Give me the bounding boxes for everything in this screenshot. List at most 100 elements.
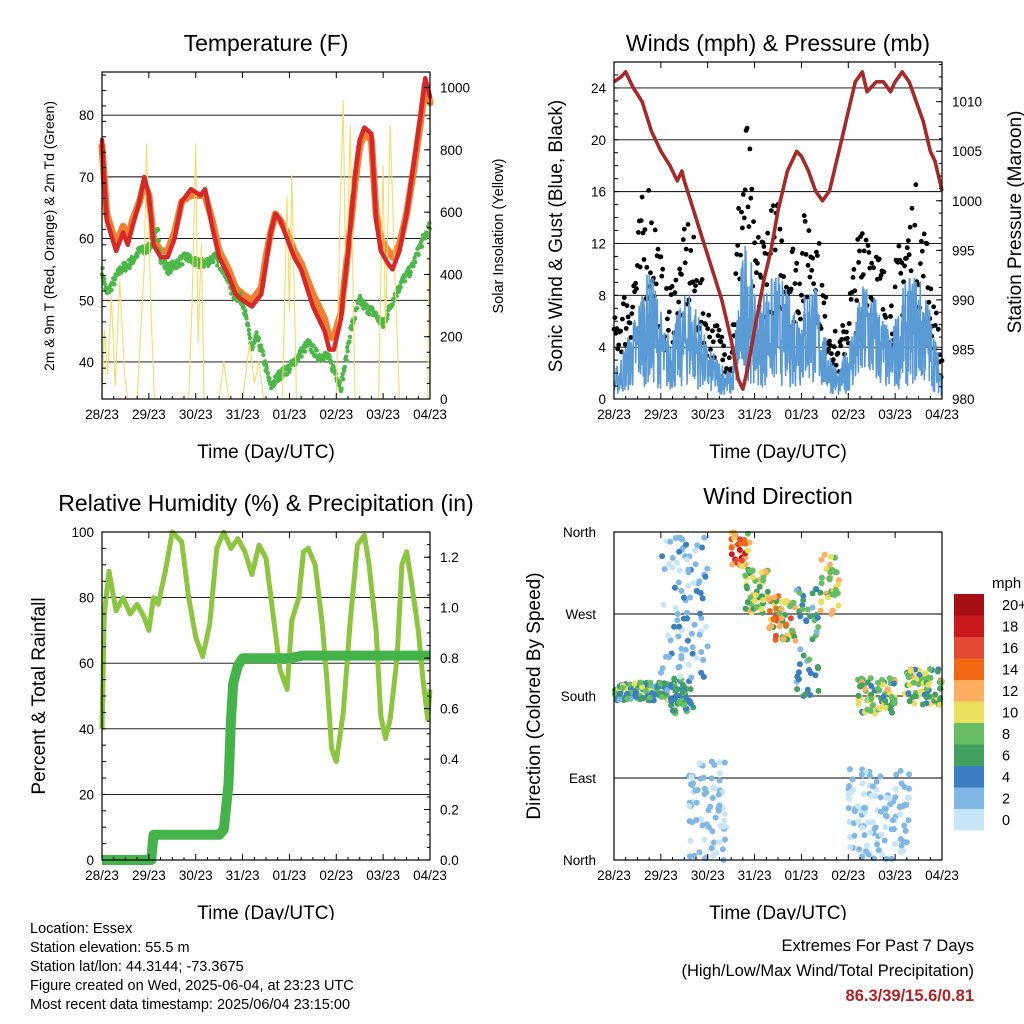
- direction-point: [698, 649, 705, 655]
- dewpoint-point: [127, 265, 132, 271]
- direction-point: [845, 805, 852, 812]
- winds-title: Winds (mph) & Pressure (mb): [626, 30, 930, 56]
- x-tick-label: 29/23: [132, 407, 166, 422]
- gust-point: [896, 243, 902, 249]
- gust-point: [796, 310, 801, 316]
- gust-point: [866, 250, 872, 255]
- direction-point: [687, 837, 694, 844]
- direction-point: [799, 602, 806, 609]
- legend-title: mph: [992, 575, 1021, 592]
- rh-y-ticks: 0 20 40 60 80 100: [71, 525, 106, 868]
- x-tick-label: 03/23: [366, 407, 400, 422]
- direction-point: [881, 837, 888, 844]
- dewpoint-point: [408, 269, 413, 275]
- dewpoint-point: [344, 358, 349, 363]
- gust-point: [681, 226, 687, 232]
- direction-point: [922, 670, 929, 677]
- direction-point: [693, 587, 700, 594]
- gust-point: [797, 281, 802, 287]
- gust-point: [833, 362, 839, 368]
- direction-point: [855, 700, 862, 707]
- dewpoint-point: [333, 371, 339, 376]
- y-tick-label: 40: [79, 722, 94, 737]
- y-tick-label: 20: [79, 787, 94, 802]
- gust-point: [630, 304, 636, 310]
- gust-point: [790, 246, 796, 252]
- direction-point: [911, 700, 918, 707]
- gust-point: [935, 326, 941, 332]
- direction-point: [835, 577, 842, 584]
- direction-point: [747, 594, 754, 601]
- legend-label: 16: [1002, 641, 1018, 657]
- direction-point: [669, 564, 676, 571]
- direction-point: [832, 569, 838, 575]
- direction-point: [925, 681, 932, 688]
- x-tick-label: 28/23: [597, 868, 631, 883]
- gust-point: [760, 240, 766, 245]
- gust-point: [746, 224, 752, 230]
- gust-point: [703, 322, 709, 328]
- legend-label: 10: [1002, 706, 1018, 722]
- direction-point: [877, 773, 884, 780]
- gust-point: [644, 264, 650, 270]
- dewpoint-point: [246, 323, 251, 328]
- gust-point: [669, 284, 675, 289]
- gust-point: [691, 234, 697, 240]
- direction-point: [682, 646, 689, 653]
- y-tick-label: 60: [79, 656, 94, 671]
- gust-point: [751, 219, 756, 225]
- rh-y-label: Percent & Total Rainfall: [29, 597, 50, 794]
- direction-point: [897, 849, 904, 855]
- direction-point: [690, 579, 697, 586]
- gust-point: [641, 257, 647, 262]
- direction-point: [868, 792, 875, 799]
- direction-point: [624, 695, 631, 702]
- gust-point: [658, 254, 664, 260]
- direction-point: [678, 655, 685, 662]
- x-tick-label: 28/23: [597, 407, 631, 422]
- gust-point: [739, 209, 744, 215]
- gust-point: [637, 264, 643, 270]
- dewpoint-point: [109, 287, 114, 293]
- x-tick-label: 28/23: [85, 868, 119, 883]
- gust-point: [755, 234, 761, 240]
- gust-point: [679, 272, 684, 277]
- direction-point: [637, 679, 644, 686]
- dewpoint-point: [135, 254, 140, 259]
- direction-point: [823, 565, 830, 572]
- direction-point: [871, 825, 878, 832]
- direction-point: [702, 573, 709, 580]
- gust-point: [821, 300, 827, 306]
- direction-point: [812, 672, 819, 679]
- y-tick-label: 16: [591, 185, 606, 200]
- gust-point: [859, 231, 865, 237]
- gust-point: [752, 240, 757, 246]
- gust-point: [889, 303, 894, 309]
- direction-point: [827, 553, 834, 560]
- direction-point: [864, 706, 871, 713]
- gust-point: [718, 339, 724, 345]
- gust-point: [714, 323, 720, 329]
- y-tick-label: 4: [598, 340, 606, 355]
- direction-point: [906, 698, 913, 705]
- direction-point: [696, 760, 703, 767]
- gust-point: [867, 265, 873, 271]
- direction-label: North: [563, 853, 596, 868]
- dewpoint-point: [343, 354, 349, 359]
- gust-point: [920, 273, 926, 279]
- dewpoint-point: [425, 233, 430, 238]
- direction-point: [815, 687, 822, 694]
- gust-point: [918, 261, 923, 266]
- direction-point: [886, 675, 893, 682]
- gust-point: [933, 323, 938, 328]
- dewpoint-point: [156, 238, 161, 243]
- gust-point: [876, 256, 882, 262]
- y2-tick-label: 400: [440, 267, 463, 282]
- legend-swatch: [954, 766, 984, 788]
- y-tick-label: 40: [79, 355, 94, 370]
- direction-point: [818, 574, 825, 581]
- gust-point: [639, 194, 645, 200]
- y-tick-label: 12: [591, 236, 606, 251]
- legend-swatch: [954, 594, 984, 616]
- direction-point: [721, 811, 728, 817]
